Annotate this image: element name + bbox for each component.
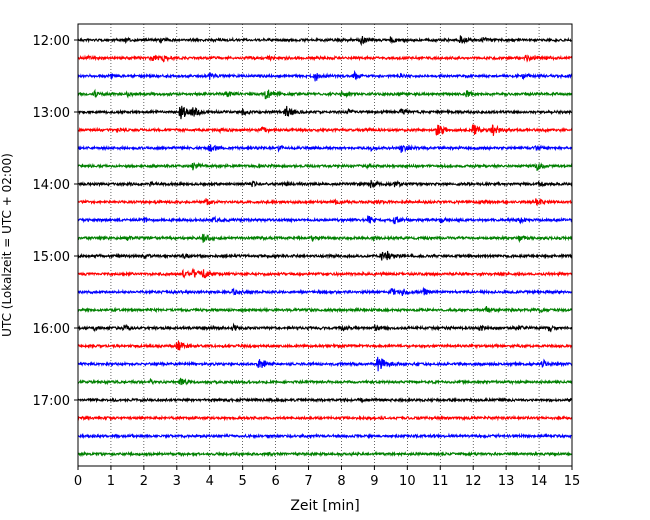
seismic-trace xyxy=(77,35,572,47)
y-tick-label: 12:00 xyxy=(33,34,70,49)
y-tick-label: 15:00 xyxy=(33,250,70,265)
y-tick-label: 16:00 xyxy=(33,322,70,337)
seismic-trace xyxy=(77,215,573,225)
seismic-trace xyxy=(77,88,573,100)
x-tick-label: 14 xyxy=(531,474,548,489)
seismic-trace xyxy=(77,267,573,279)
x-tick-label: 9 xyxy=(370,474,378,489)
x-tick-label: 6 xyxy=(271,474,279,489)
seismic-trace xyxy=(77,198,573,207)
seismic-trace xyxy=(77,124,573,136)
seismic-trace xyxy=(77,432,573,440)
x-tick-label: 3 xyxy=(173,474,181,489)
plot-frame xyxy=(77,23,573,467)
x-tick-label: 7 xyxy=(304,474,312,489)
seismic-trace xyxy=(77,69,573,82)
seismic-trace xyxy=(77,377,573,386)
seismic-trace xyxy=(77,161,573,172)
seismic-trace xyxy=(77,340,573,351)
seismic-trace xyxy=(77,286,573,297)
seismic-trace xyxy=(77,250,573,261)
x-tick-label: 2 xyxy=(140,474,148,489)
x-axis-label: Zeit [min] xyxy=(290,498,359,514)
seismic-trace xyxy=(77,105,573,120)
seismic-trace xyxy=(77,322,573,333)
seismic-trace xyxy=(77,414,573,422)
x-tick-label: 4 xyxy=(206,474,214,489)
seismic-trace xyxy=(77,179,573,189)
y-tick-label: 13:00 xyxy=(33,106,70,121)
x-tick-label: 12 xyxy=(465,474,482,489)
seismic-trace xyxy=(77,450,573,458)
y-axis-label: UTC (Lokalzeit = UTC + 02:00) xyxy=(0,153,14,337)
x-tick-label: 10 xyxy=(399,474,416,489)
x-ticks: 0 1 2 3 4 5 6 7 8 9 10 11 12 13 14 15 xyxy=(74,466,580,489)
seismic-trace xyxy=(77,54,573,63)
seismic-trace xyxy=(77,356,573,372)
seismic-trace xyxy=(77,144,573,153)
seismic-trace xyxy=(77,396,573,404)
x-tick-label: 15 xyxy=(564,474,581,489)
seismic-trace xyxy=(77,233,573,244)
seismic-trace xyxy=(77,305,573,315)
x-tick-label: 11 xyxy=(432,474,449,489)
x-tick-label: 0 xyxy=(74,474,82,489)
y-tick-label: 14:00 xyxy=(33,178,70,193)
y-ticks: 12:00 13:00 14:00 15:00 16:00 17:00 xyxy=(33,34,78,409)
x-tick-label: 13 xyxy=(498,474,515,489)
y-tick-label: 17:00 xyxy=(33,394,70,409)
x-tick-label: 5 xyxy=(239,474,247,489)
x-tick-label: 1 xyxy=(107,474,115,489)
x-tick-label: 8 xyxy=(337,474,345,489)
trace-group xyxy=(77,35,573,458)
